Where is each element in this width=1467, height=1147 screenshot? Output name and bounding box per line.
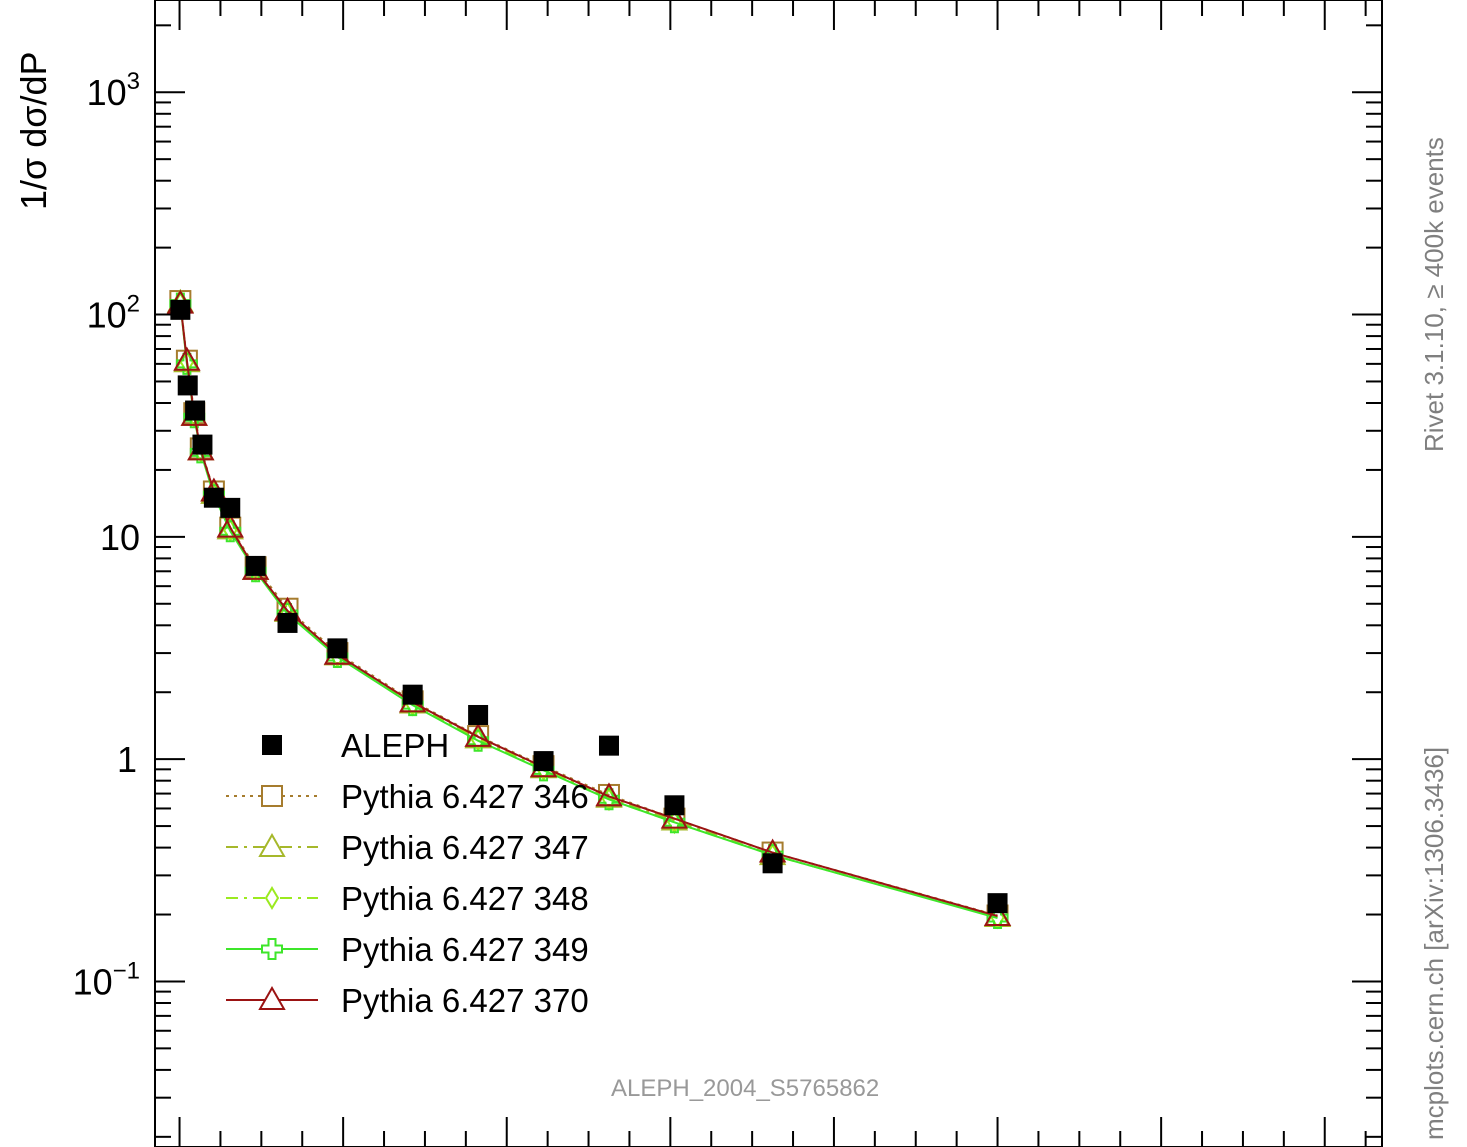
aleph-point [185,400,206,421]
legend-entry: Pythia 6.427 347 [226,829,589,866]
aleph-point [220,497,241,518]
y-tick-label: 10 [100,517,140,558]
y-tick-label: 103 [87,68,140,113]
series-point [219,520,242,543]
axis-ticks [155,0,1382,1147]
legend-label: Pythia 6.427 347 [341,829,589,866]
legend: ALEPH Pythia 6.427 346 Pythia 6.427 347 Pyt… [226,727,589,1019]
y-tick-label: 102 [87,291,140,336]
series-point [464,722,492,747]
series-1 [169,290,1009,927]
aleph-data-points [170,299,1008,914]
series-point [216,513,244,538]
legend-marker [261,785,283,807]
legend-label: Pythia 6.427 346 [341,778,589,815]
series-line [179,303,998,919]
rivet-version-label: Rivet 3.1.10, ≥ 400k events [1419,137,1449,452]
legend-entry: Pythia 6.427 348 [226,880,589,917]
aleph-point [468,704,489,725]
series-line [179,303,998,917]
legend-entry: Pythia 6.427 346 [226,778,589,815]
analysis-watermark: ALEPH_2004_S5765862 [611,1075,879,1102]
aleph-point [192,434,213,455]
series-point [983,901,1012,926]
aleph-point [402,684,423,705]
series-layer [166,288,1012,930]
aleph-point [598,735,619,756]
aleph-point [203,487,224,508]
mcplots-source-label: mcplots.cern.ch [arXiv:1306.3436] [1419,747,1449,1140]
series-point [467,729,490,752]
aleph-point [177,375,198,396]
aleph-point [170,299,191,320]
legend-entry: ALEPH [262,727,449,764]
series-point [986,906,1009,929]
series-point [175,352,198,375]
legend-marker [262,735,282,755]
legend-label: Pythia 6.427 348 [341,880,589,917]
series-point [597,788,620,811]
aleph-point [664,795,685,816]
aleph-point [327,638,348,659]
series-line [179,303,998,919]
series-line [179,300,998,917]
aleph-point [245,555,266,576]
aleph-point [762,853,783,874]
series-point [173,346,201,371]
series-3 [173,291,1005,930]
series-point [660,804,689,829]
aleph-point [277,612,298,633]
legend-label: Pythia 6.427 370 [341,982,589,1019]
series-line [179,302,998,918]
y-axis-label: 1/σ dσ/dP [13,51,54,210]
legend-entry: Pythia 6.427 349 [226,931,589,968]
series-5 [166,289,1012,926]
aleph-point [987,893,1008,914]
legend-marker [258,985,286,1010]
series-point [595,782,623,807]
series-2 [166,288,1012,927]
legend-label: ALEPH [341,727,449,764]
legend-label: Pythia 6.427 349 [341,931,589,968]
series-4 [169,292,1009,929]
legend-entry: Pythia 6.427 370 [226,982,589,1019]
y-tick-label: 1 [117,739,137,780]
plot-frame [154,0,1383,1147]
legend-marker [258,832,286,857]
legend-marker [264,886,280,910]
y-tick-label: 10−1 [73,957,140,1002]
aleph-point [533,751,554,772]
legend-marker [261,938,283,960]
